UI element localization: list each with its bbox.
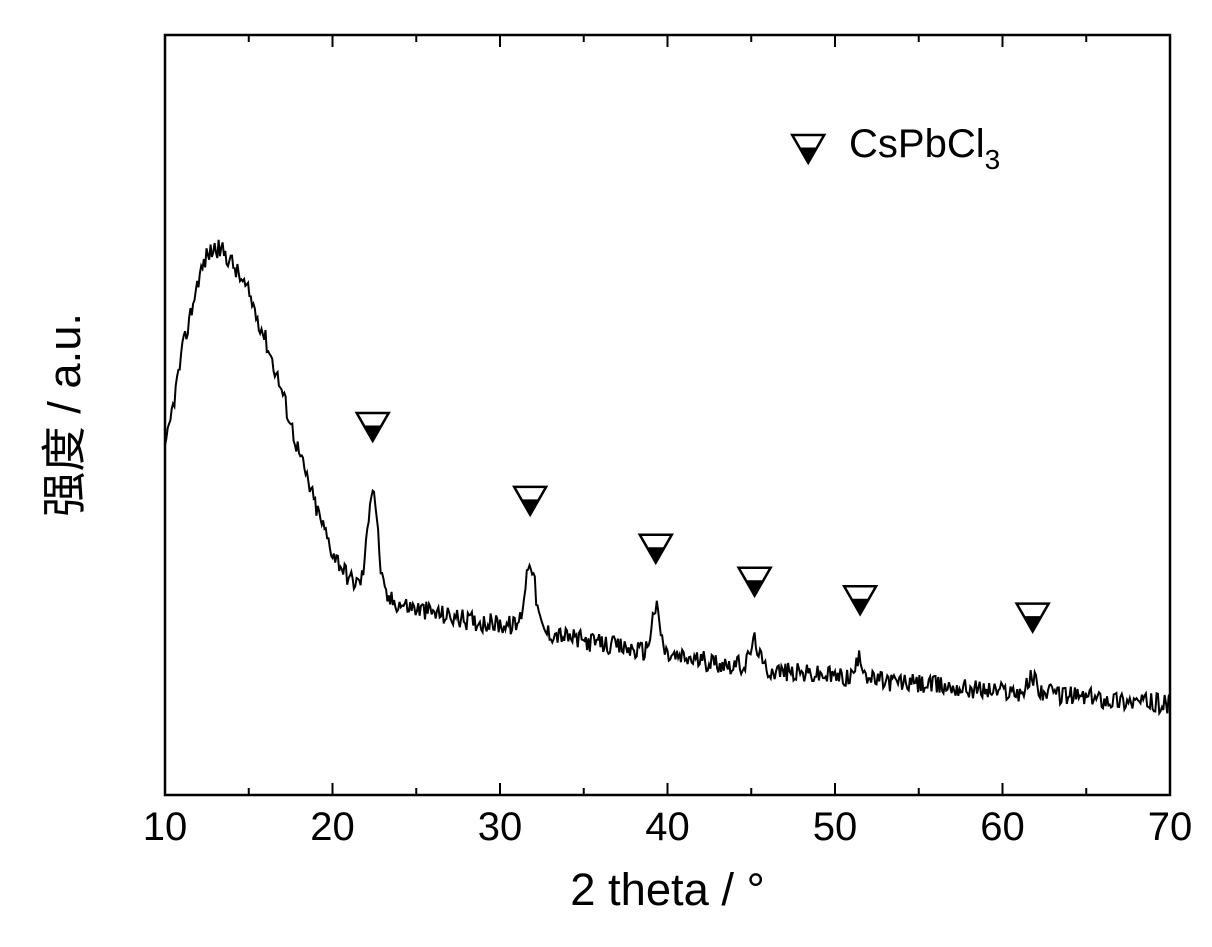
peak-marker-icon	[514, 487, 546, 515]
xtick-label: 40	[645, 805, 690, 849]
peak-marker-icon	[739, 568, 771, 596]
xrd-chart: 10 20 30 40 50 60 70 2 theta / ° 强度 / a.u. CsP…	[0, 0, 1212, 947]
peak-marker-icon	[792, 135, 824, 163]
y-axis-label: 强度 / a.u.	[39, 313, 90, 517]
peak-marker-icon	[640, 535, 672, 563]
peak-marker-icon	[844, 586, 876, 614]
legend: CsPbCl3	[792, 122, 1000, 175]
xtick-label: 70	[1148, 805, 1193, 849]
tick-labels: 10 20 30 40 50 60 70	[143, 805, 1193, 849]
peak-marker-icon	[357, 413, 389, 441]
x-axis-label: 2 theta / °	[570, 864, 765, 915]
peak-marker-icon	[1017, 604, 1049, 632]
legend-label: CsPbCl3	[849, 122, 1000, 175]
xtick-label: 20	[310, 805, 355, 849]
xtick-label: 60	[980, 805, 1025, 849]
peak-markers	[357, 413, 1049, 631]
xtick-label: 50	[813, 805, 858, 849]
axis-ticks	[165, 35, 1170, 795]
xtick-label: 10	[143, 805, 188, 849]
xrd-pattern-line	[165, 240, 1170, 714]
xtick-label: 30	[478, 805, 523, 849]
plot-frame	[165, 35, 1170, 795]
